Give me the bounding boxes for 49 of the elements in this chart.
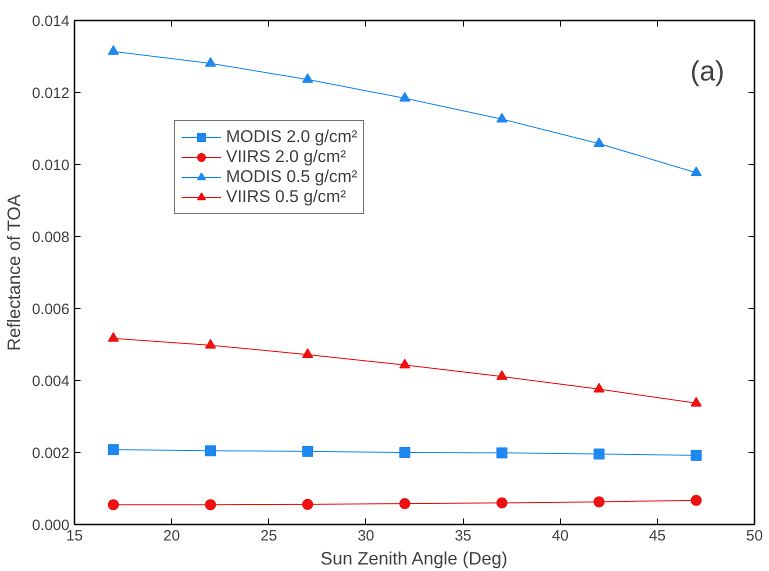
point [205, 445, 216, 456]
point [205, 499, 216, 510]
point [108, 45, 119, 55]
point [399, 358, 410, 368]
y-tick-label: 0.014 [32, 13, 70, 30]
x-tick-label: 35 [454, 528, 472, 544]
legend-label: MODIS 0.5 g/cm² [226, 167, 358, 187]
y-tick-label: 0.004 [32, 373, 70, 390]
point [205, 57, 216, 67]
point [205, 338, 216, 349]
x-tick-label: 25 [260, 528, 278, 544]
x-axis-title: Sun Zenith Angle (Deg) [320, 548, 508, 568]
x-tick-label: 40 [552, 528, 569, 544]
point [108, 444, 119, 456]
point [690, 396, 702, 407]
point [108, 499, 119, 510]
y-tick-label: 0.002 [32, 445, 70, 462]
legend-label: VIIRS 0.5 g/cm² [226, 187, 346, 207]
point [108, 332, 119, 342]
point [690, 450, 702, 461]
y-axis-title: Reflectance of TOA [4, 194, 24, 351]
point [594, 448, 605, 460]
y-tick-label: 0.010 [32, 157, 70, 174]
x-tick-label: 45 [649, 528, 666, 544]
point [594, 382, 605, 393]
point [399, 92, 410, 102]
x-tick-label: 50 [746, 528, 763, 544]
point [302, 348, 314, 358]
point [496, 497, 508, 508]
legend-label: MODIS 2.0 g/cm² [226, 127, 358, 147]
point [496, 112, 508, 123]
point [690, 166, 702, 176]
point [496, 370, 508, 380]
y-tick-label: 0.008 [32, 229, 70, 246]
point [302, 498, 314, 510]
x-tick-label: 20 [163, 528, 180, 544]
point [399, 498, 410, 510]
point [594, 137, 605, 148]
y-tick-label: 0.006 [32, 301, 70, 318]
point [594, 496, 605, 508]
point [302, 446, 314, 457]
point [496, 447, 508, 458]
annotation: (a) [690, 56, 725, 86]
x-tick-label: 30 [358, 528, 374, 544]
point [690, 494, 702, 506]
legend-label: VIIRS 2.0 g/cm² [226, 147, 346, 167]
point [399, 447, 410, 458]
point [302, 73, 314, 83]
y-tick-label: 0.012 [32, 85, 70, 102]
